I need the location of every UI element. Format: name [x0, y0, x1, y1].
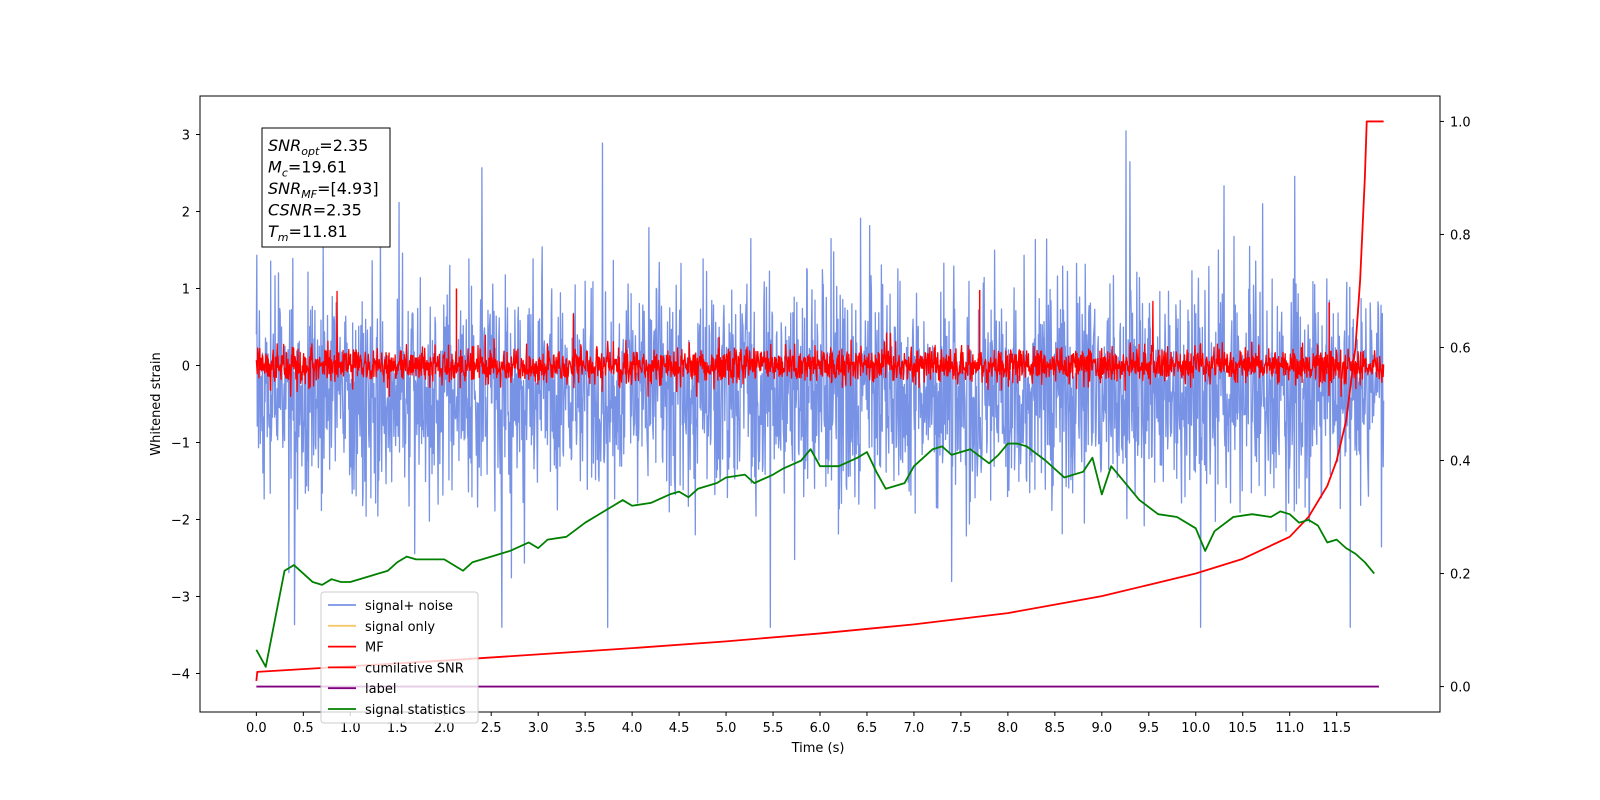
x-tick-label: 6.5	[857, 721, 878, 736]
x-tick-label: 11.0	[1275, 721, 1304, 736]
x-tick-label: 1.0	[340, 721, 361, 736]
legend-label: cumilative SNR	[365, 661, 464, 676]
y-tick-label: 0	[182, 360, 190, 375]
y2-tick-label: 0.0	[1450, 681, 1471, 696]
series-line-3	[255, 120, 1384, 682]
x-tick-label: 1.5	[387, 721, 408, 736]
x-tick-label: 7.5	[951, 721, 972, 736]
x-tick-label: 0.0	[246, 721, 267, 736]
y-tick-label: −4	[171, 668, 190, 683]
y-axis-left: 3 2 1 0 −1 −2 −3 −4	[171, 129, 200, 683]
x-tick-label: 6.0	[810, 721, 831, 736]
x-tick-label: 4.0	[622, 721, 643, 736]
x-tick-label: 2.0	[434, 721, 455, 736]
legend-label: signal+ noise	[365, 599, 453, 614]
x-tick-label: 10.5	[1228, 721, 1257, 736]
y-tick-label: −1	[171, 437, 190, 452]
y-tick-label: 3	[182, 129, 190, 144]
x-tick-label: 11.5	[1322, 721, 1351, 736]
y2-tick-label: 0.8	[1450, 228, 1471, 243]
x-axis: 0.0 0.5 1.0 1.5 2.0 2.5 3.0 3.5 4.0 4.5 5.0 5.5 6.0 6…	[246, 712, 1351, 736]
annotation-line: Tm=11.81	[268, 222, 348, 244]
x-tick-label: 10.0	[1181, 721, 1210, 736]
x-tick-label: 8.0	[998, 721, 1019, 736]
series-line-2	[255, 290, 1385, 397]
series-line-5	[255, 442, 1375, 668]
x-tick-label: 3.0	[528, 721, 549, 736]
y-axis-label: Whitened strain	[149, 352, 164, 455]
annotation-frame	[261, 127, 391, 248]
x-tick-label: 2.5	[481, 721, 502, 736]
x-tick-label: 4.5	[669, 721, 690, 736]
y-tick-label: −3	[171, 591, 190, 606]
annotation-line: SNRopt=2.35	[268, 136, 368, 158]
legend-label: label	[365, 682, 396, 697]
y-axis-right: 1.0 0.8 0.6 0.4 0.2 0.0	[1440, 115, 1471, 696]
x-tick-label: 9.0	[1091, 721, 1112, 736]
y2-tick-label: 0.2	[1450, 568, 1471, 583]
x-tick-label: 9.5	[1138, 721, 1159, 736]
legend-label: signal only	[365, 620, 435, 635]
y2-tick-label: 1.0	[1450, 115, 1471, 130]
y2-tick-label: 0.6	[1450, 341, 1471, 356]
x-axis-label: Time (s)	[791, 741, 845, 756]
x-tick-label: 7.0	[904, 721, 925, 736]
y2-tick-label: 0.4	[1450, 455, 1471, 470]
annotation-line: Mc=19.61	[268, 158, 347, 180]
legend-label: MF	[365, 641, 384, 656]
legend: signal+ noise signal only MF cumilative SNR…	[320, 591, 479, 724]
x-tick-label: 8.5	[1045, 721, 1066, 736]
legend-frame	[320, 591, 479, 724]
x-tick-label: 5.5	[763, 721, 784, 736]
x-tick-label: 3.5	[575, 721, 596, 736]
annotation-line: CSNR=2.35	[268, 201, 362, 220]
x-tick-label: 5.0	[716, 721, 737, 736]
plot-area	[255, 120, 1385, 688]
annotation-line: SNRMF=[4.93]	[268, 179, 379, 201]
x-tick-label: 0.5	[293, 721, 314, 736]
y-tick-label: 1	[182, 283, 190, 298]
stats-annotation-box: SNRopt=2.35Mc=19.61SNRMF=[4.93]CSNR=2.35…	[261, 127, 391, 248]
y-tick-label: 2	[182, 206, 190, 221]
y-tick-label: −2	[171, 514, 190, 529]
legend-label: signal statistics	[365, 703, 466, 718]
